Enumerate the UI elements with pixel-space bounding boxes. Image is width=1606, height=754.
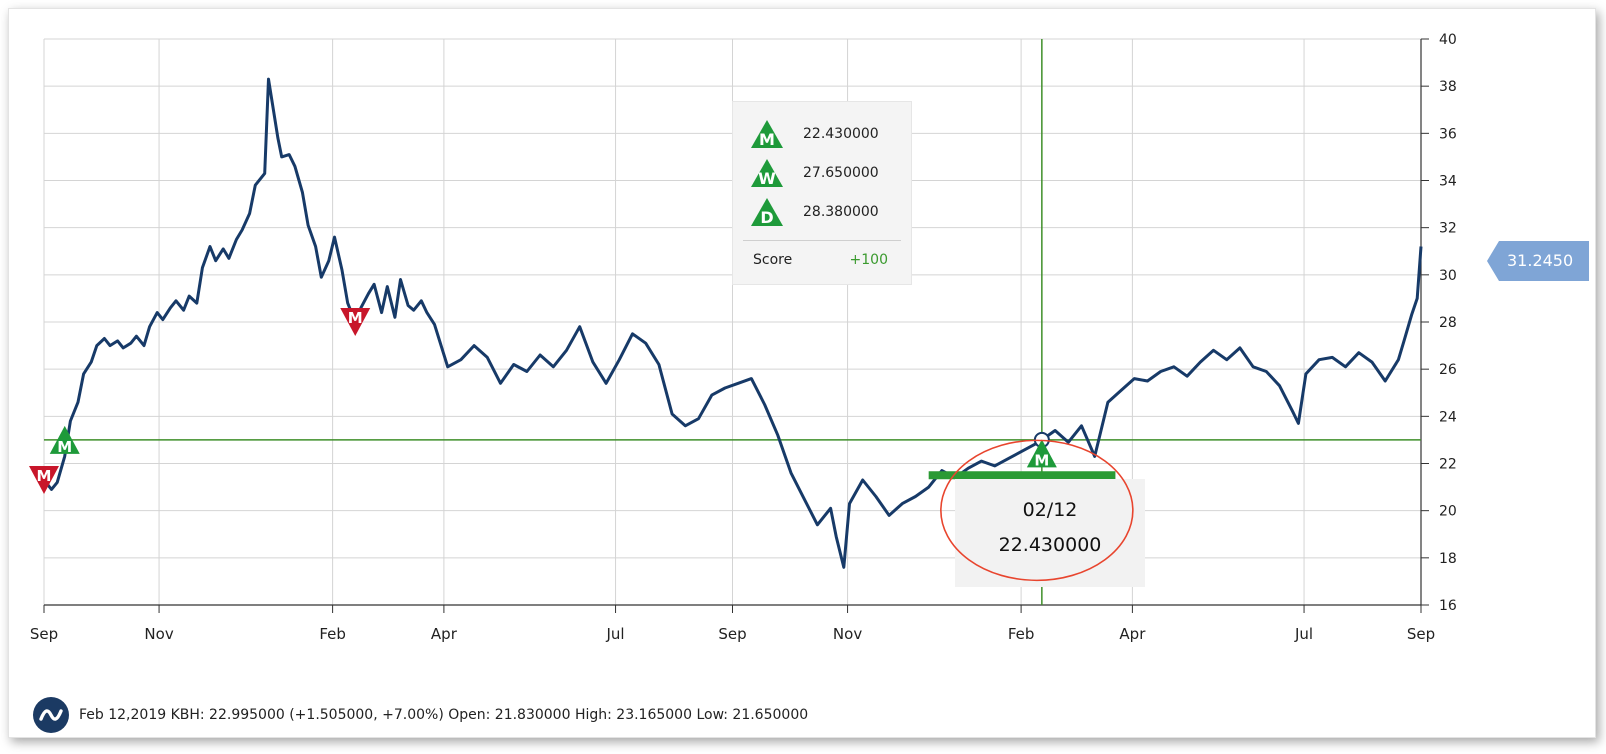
logo-icon [33,697,69,733]
y-tick-label: 40 [1439,32,1457,48]
buy-signal-letter: M [57,438,72,456]
x-tick-label: Sep [30,625,58,643]
logo-wave-icon [39,709,63,721]
crosshair-date: 02/12 [1022,499,1078,521]
crosshair-label: 02/12 22.430000 [955,479,1145,587]
y-tick-label: 36 [1439,126,1457,142]
last-price-value: 31.2450 [1507,251,1574,270]
x-tick-label: Apr [431,625,458,643]
tooltip-signal-row-w: W 27.650000 [751,159,879,187]
sell-signal-letter: M [348,309,363,327]
svg-text:W: W [758,169,776,187]
y-tick-label: 34 [1439,174,1457,190]
y-tick-label: 32 [1439,221,1457,237]
x-tick-label: Nov [144,625,173,643]
y-tick-label: 20 [1439,504,1457,520]
signal-tooltip: M 22.430000 W 27.650000 D 28.380000 Scor… [732,101,912,285]
svg-text:D: D [760,208,773,226]
x-tick-label: Sep [1407,625,1435,643]
footer-quote-text: Feb 12,2019 KBH: 22.995000 (+1.505000, +… [79,707,809,723]
tooltip-daily-value: 28.380000 [803,204,879,220]
y-tick-label: 38 [1439,79,1457,95]
sell-signal-letter: M [37,467,52,485]
x-tick-label: Sep [718,625,746,643]
footer-bar: Feb 12,2019 KBH: 22.995000 (+1.505000, +… [33,695,808,735]
crosshair-value: 22.430000 [998,534,1102,556]
y-tick-label: 28 [1439,315,1457,331]
tooltip-weekly-value: 27.650000 [803,165,879,181]
price-tag-shape [1487,241,1589,281]
svg-text:M: M [759,130,775,148]
x-tick-label: Feb [1008,625,1035,643]
sell-signal-marker [29,466,59,495]
score-row: Score +100 [753,252,888,268]
x-tick-label: Feb [319,625,346,643]
buy-signal-m-icon: M [751,120,783,148]
y-tick-label: 26 [1439,362,1457,378]
y-tick-label: 22 [1439,457,1457,473]
last-price-tag: 31.2450 [1487,241,1589,281]
price-series-line [42,77,1423,569]
y-tick-label: 18 [1439,551,1457,567]
x-tick-label: Jul [605,625,624,643]
tooltip-signal-row-m: M 22.430000 [751,120,879,148]
x-tick-label: Apr [1119,625,1146,643]
y-tick-label: 24 [1439,409,1457,425]
tooltip-monthly-value: 22.430000 [803,126,879,142]
tooltip-signal-row-d: D 28.380000 [751,198,879,226]
buy-signal-letter: M [1034,451,1049,469]
chart-card: 16 18 20 22 24 26 28 30 32 34 36 38 40 Sep Nov Feb Apr Ju… [8,8,1596,738]
x-tick-label: Nov [833,625,862,643]
buy-signal-d-icon: D [751,198,783,226]
y-tick-label: 16 [1439,598,1457,614]
sell-signal-marker [340,308,371,336]
tooltip-divider [743,240,901,241]
buy-signal-marker [49,425,80,454]
score-value: +100 [849,252,888,268]
score-label: Score [753,252,793,268]
x-tick-label: Jul [1294,625,1313,643]
y-tick-label: 30 [1439,268,1457,284]
buy-signal-w-icon: W [751,159,783,187]
